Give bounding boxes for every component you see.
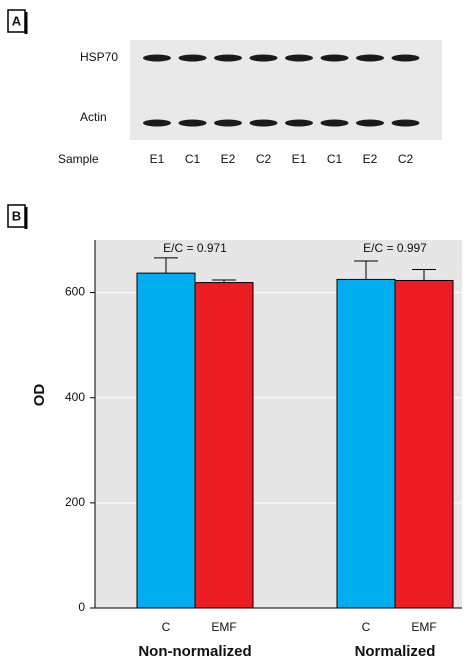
annotation: E/C = 0.997	[363, 241, 427, 255]
series-label: C	[162, 620, 171, 634]
sample-name: C2	[398, 152, 414, 166]
sample-name: E2	[363, 152, 378, 166]
band	[321, 120, 349, 127]
figure: A HSP70 Actin Sample B OD E1 C1 E2 C2 E1 C1 E2…	[0, 0, 469, 662]
panel-label: B	[12, 208, 21, 223]
band	[285, 55, 313, 62]
y-tick-label: 200	[65, 495, 85, 509]
band	[356, 120, 384, 127]
band	[392, 55, 420, 62]
band	[143, 55, 171, 62]
bar	[195, 283, 253, 608]
sample-name: C1	[327, 152, 343, 166]
series-label: EMF	[211, 620, 236, 634]
band	[356, 55, 384, 62]
sample-name: E1	[292, 152, 307, 166]
sample-label: Sample	[58, 152, 99, 166]
band	[392, 120, 420, 127]
band	[250, 120, 278, 127]
band	[285, 120, 313, 127]
row-label: HSP70	[80, 50, 118, 64]
band	[179, 55, 207, 62]
y-axis-label: OD	[31, 384, 48, 407]
band	[214, 55, 242, 62]
panel-label: A	[12, 13, 22, 28]
bar	[395, 280, 453, 608]
page: {"panel_a": {"label": "A", "rows": ["HSP…	[0, 0, 469, 662]
sample-name: C2	[256, 152, 272, 166]
band	[143, 120, 171, 127]
series-label: EMF	[411, 620, 436, 634]
y-tick-label: 600	[65, 285, 85, 299]
y-tick-label: 0	[78, 600, 85, 614]
category-label: Normalized	[355, 643, 436, 660]
sample-name: E2	[221, 152, 236, 166]
row-label: Actin	[80, 110, 107, 124]
bar	[337, 279, 395, 608]
annotation: E/C = 0.971	[163, 241, 227, 255]
bar	[137, 273, 195, 608]
y-tick-label: 400	[65, 390, 85, 404]
band	[321, 55, 349, 62]
band	[214, 120, 242, 127]
sample-name: E1	[150, 152, 165, 166]
band	[250, 55, 278, 62]
category-label: Non-normalized	[138, 643, 251, 660]
band	[179, 120, 207, 127]
series-label: C	[362, 620, 371, 634]
sample-name: C1	[185, 152, 201, 166]
